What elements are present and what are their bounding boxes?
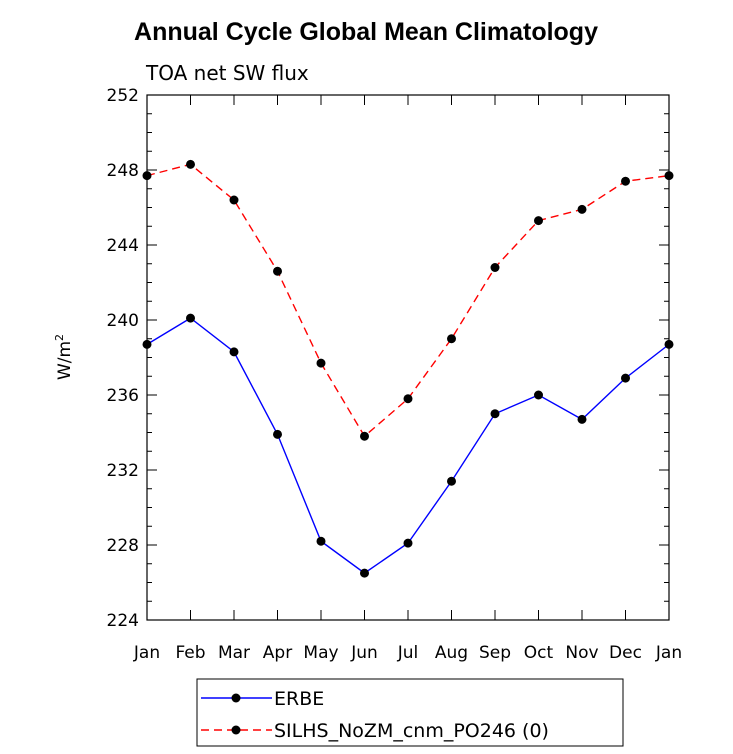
legend-marker-1	[231, 725, 241, 735]
series-1-point	[664, 171, 674, 181]
series-1-point	[447, 334, 456, 344]
series-0-point	[273, 429, 282, 439]
series-1-point	[186, 159, 195, 169]
y-tick-label: 248	[107, 161, 139, 181]
x-tick-label: Aug	[435, 643, 468, 663]
series-0-point	[403, 538, 413, 548]
legend-box	[196, 678, 624, 747]
x-tick-label: Jun	[350, 643, 378, 663]
x-tick-label: Dec	[609, 643, 642, 663]
x-tick-label: May	[303, 643, 338, 663]
y-axis-label-unit: W/m	[55, 341, 75, 380]
x-tick-label: Feb	[175, 643, 205, 663]
series-0-point	[664, 339, 674, 349]
series-1-point	[490, 263, 500, 272]
tick-labels: 224 228 232 236 240 244 248 252 Jan Feb Mar Apr May J…	[107, 86, 683, 663]
series-1-point	[316, 358, 326, 368]
y-tick-label: 224	[107, 611, 139, 631]
series-1-point	[142, 171, 152, 181]
series-0-point	[577, 414, 587, 424]
y-tick-label: 244	[107, 236, 139, 256]
series-0-point	[534, 390, 543, 400]
x-tick-label: Jan	[655, 643, 682, 663]
legend: ERBE SILHS_NoZM_cnm_PO246 (0)	[196, 678, 624, 747]
x-tick-label: Apr	[263, 643, 292, 663]
y-axis-label-group: W/m2	[53, 334, 75, 380]
legend-label-0: ERBE	[274, 688, 324, 710]
y-axis-label: W/m2	[53, 334, 75, 380]
series-0-point	[229, 347, 239, 357]
series-1-point	[577, 204, 587, 214]
legend-label-1: SILHS_NoZM_cnm_PO246 (0)	[274, 720, 549, 742]
series-1-point	[534, 216, 543, 226]
series-0-point	[490, 409, 500, 419]
y-tick-label: 240	[107, 311, 139, 331]
series-1-point	[621, 176, 630, 186]
series-0-point	[621, 373, 630, 383]
x-tick-label: Nov	[565, 643, 598, 663]
series-1-point	[360, 431, 369, 441]
y-tick-label: 236	[107, 386, 139, 406]
x-tick-label: Sep	[479, 643, 511, 663]
y-tick-label: 228	[107, 536, 139, 556]
chart-subtitle: TOA net SW flux	[145, 61, 309, 85]
y-axis-label-superscript: 2	[53, 334, 66, 341]
chart-title: Annual Cycle Global Mean Climatology	[134, 18, 598, 46]
series-1-point	[403, 394, 413, 404]
legend-marker-0	[231, 693, 241, 703]
series-1-point	[229, 195, 239, 205]
series-1-point	[273, 266, 282, 276]
series-0-point	[360, 568, 369, 578]
y-tick-label: 232	[107, 461, 139, 481]
x-tick-label: Oct	[524, 643, 554, 663]
series-line-0	[146, 317, 670, 574]
series-0-point	[142, 339, 152, 349]
series-0-point	[316, 536, 326, 546]
x-tick-label: Jan	[133, 643, 160, 663]
x-tick-label: Mar	[218, 643, 250, 663]
axes	[146, 94, 670, 621]
x-tick-label: Jul	[397, 643, 419, 663]
series-0-point	[447, 476, 456, 486]
series-0-point	[186, 313, 195, 323]
plot-series	[142, 159, 674, 578]
y-tick-label: 252	[107, 86, 139, 106]
